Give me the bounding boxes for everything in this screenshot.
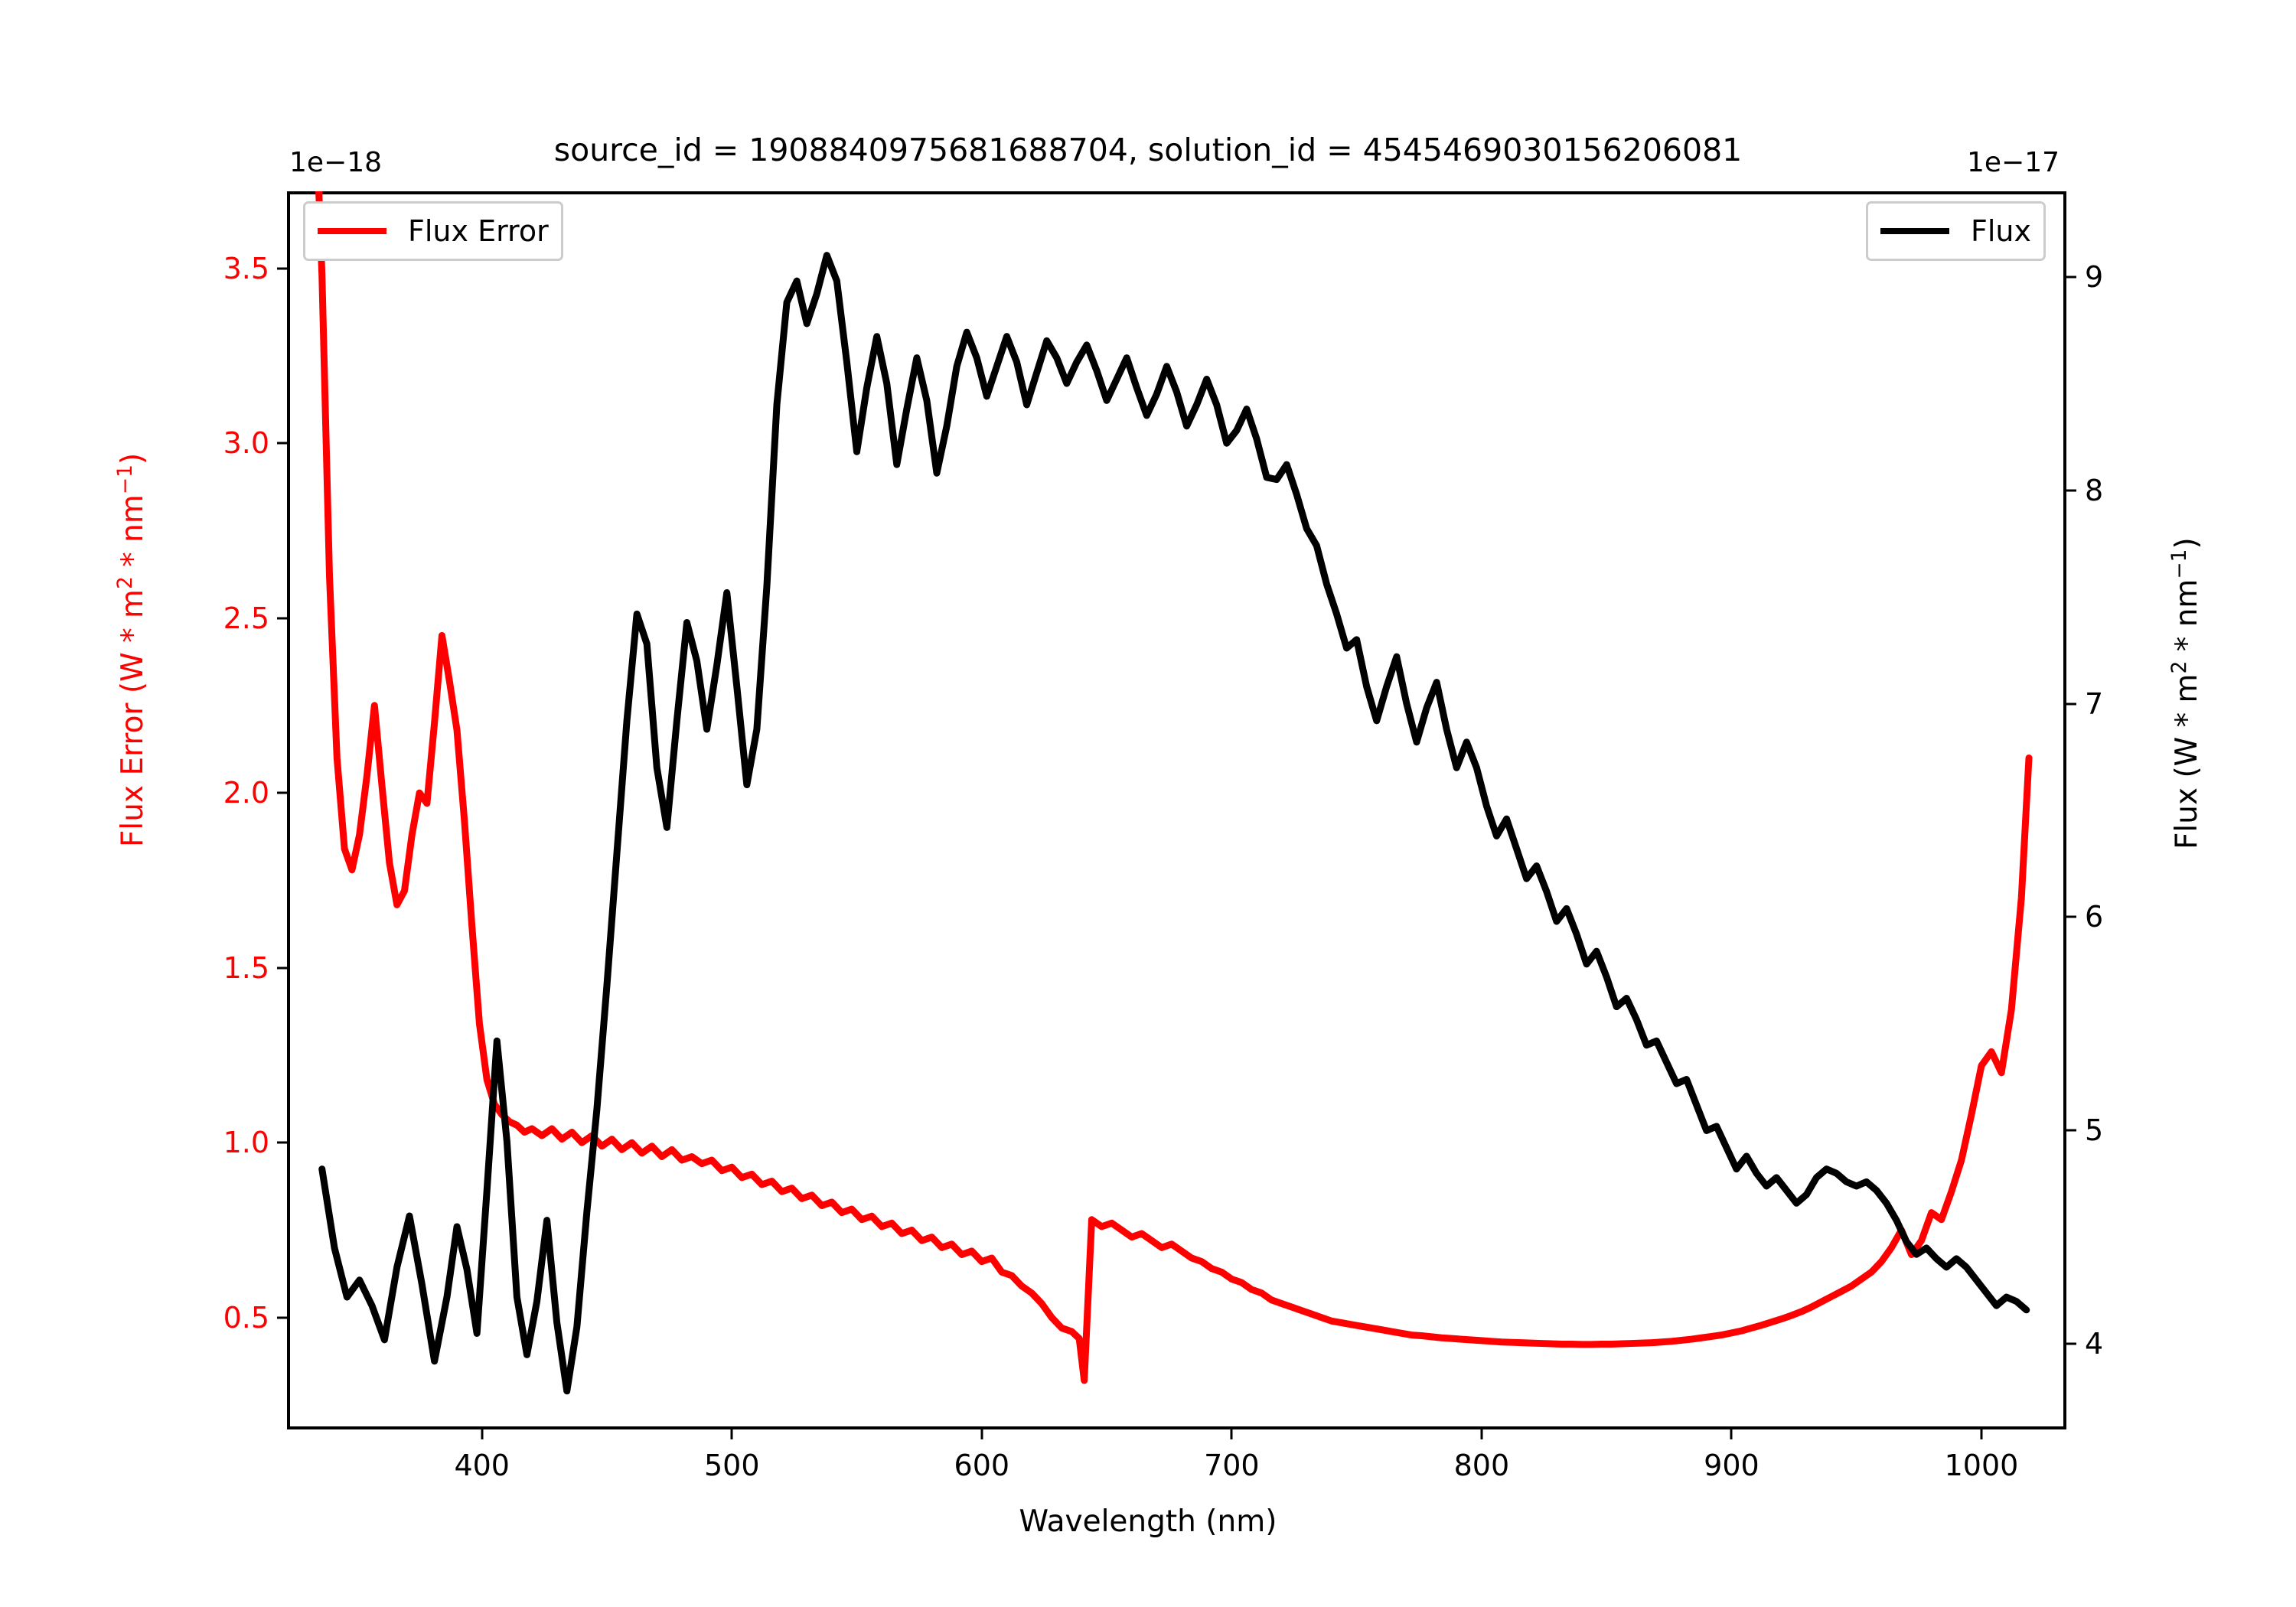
x-tick-label: 1000: [1944, 1449, 2019, 1482]
y-tick-mark-right: [2066, 275, 2076, 279]
page-title: source_id = 1908840975681688704, solutio…: [553, 132, 1743, 168]
y-tick-label-right: 5: [2085, 1113, 2104, 1148]
y-tick-mark-right: [2066, 702, 2076, 706]
y-tick-mark-left: [277, 1316, 287, 1319]
y-tick-mark-left: [277, 267, 287, 270]
y-tick-label-right: 8: [2085, 473, 2104, 507]
y-tick-label-left: 2.0: [223, 776, 269, 810]
x-tick-label: 800: [1453, 1449, 1510, 1482]
x-tick-mark: [1730, 1429, 1733, 1439]
x-tick-mark: [1230, 1429, 1233, 1439]
y-tick-mark-left: [277, 442, 287, 445]
right-axis-offset-text: 1e−17: [1967, 147, 2060, 178]
x-tick-mark: [730, 1429, 733, 1439]
y-tick-label-right: 4: [2085, 1327, 2104, 1361]
y-tick-mark-right: [2066, 1129, 2076, 1132]
flux-error-series: [315, 191, 2033, 1384]
legend-label-flux-error: Flux Error: [408, 214, 549, 248]
y-tick-mark-right: [2066, 915, 2076, 918]
legend-label-flux: Flux: [1971, 214, 2031, 248]
legend-flux-error[interactable]: Flux Error: [303, 201, 563, 261]
right-axis-label: Flux (W * m2 * nm−1): [2167, 537, 2204, 849]
x-tick-label: 600: [954, 1449, 1010, 1482]
left-axis-label: Flux Error (W * m2 * nm−1): [113, 452, 150, 847]
y-tick-label-left: 3.0: [223, 426, 269, 461]
y-tick-label-left: 1.0: [223, 1126, 269, 1160]
legend-line-swatch-flux-error: [318, 228, 386, 234]
x-tick-label: 900: [1704, 1449, 1760, 1482]
y-tick-mark-left: [277, 791, 287, 794]
y-tick-label-left: 3.5: [223, 251, 269, 285]
x-tick-label: 500: [703, 1449, 760, 1482]
plot-canvas: [315, 191, 2033, 1395]
y-tick-label-left: 1.5: [223, 950, 269, 985]
y-tick-label-right: 6: [2085, 900, 2104, 934]
y-tick-mark-right: [2066, 489, 2076, 492]
y-tick-mark-right: [2066, 1342, 2076, 1345]
flux-series: [318, 252, 2030, 1395]
legend-flux[interactable]: Flux: [1866, 201, 2046, 261]
y-tick-label-left: 2.5: [223, 601, 269, 635]
x-tick-mark: [1980, 1429, 1983, 1439]
y-tick-label-right: 7: [2085, 686, 2104, 721]
y-tick-mark-left: [277, 966, 287, 970]
x-tick-mark: [1480, 1429, 1483, 1439]
left-axis-offset-text: 1e−18: [289, 147, 383, 178]
y-tick-label-right: 9: [2085, 259, 2104, 294]
y-tick-label-left: 0.5: [223, 1300, 269, 1335]
legend-line-swatch-flux: [1880, 228, 1949, 234]
x-tick-mark: [980, 1429, 983, 1439]
x-axis-label: Wavelength (nm): [1019, 1504, 1277, 1539]
y-tick-mark-left: [277, 1141, 287, 1144]
x-tick-label: 400: [454, 1449, 510, 1482]
y-tick-mark-left: [277, 617, 287, 620]
x-tick-label: 700: [1204, 1449, 1260, 1482]
x-tick-mark: [481, 1429, 484, 1439]
